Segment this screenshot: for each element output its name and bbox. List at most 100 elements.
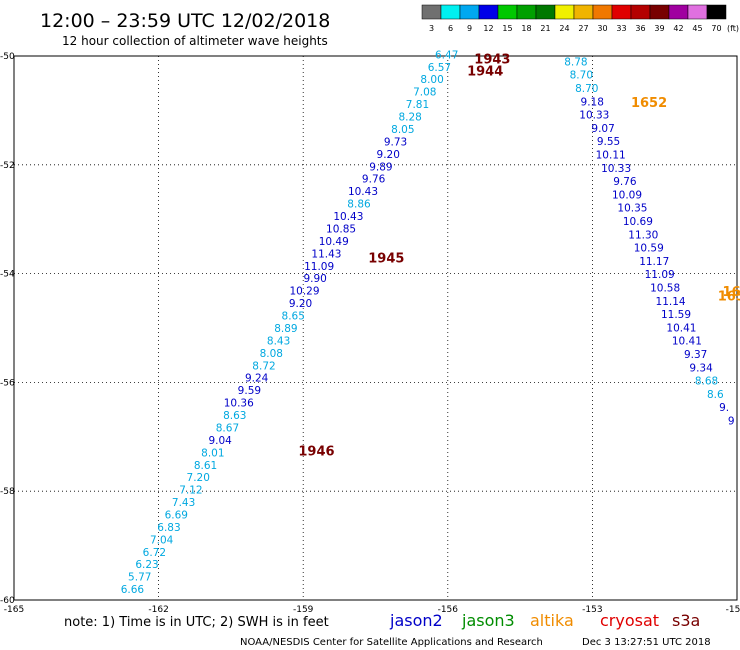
wave-height-label: 9.73 [384,136,407,148]
colorbar-label: 12 [483,24,493,33]
wave-height-label: 8.72 [252,360,275,372]
wave-height-label: 11.30 [628,229,658,241]
wave-height-label: 9 [728,415,735,427]
footer-timestamp: Dec 3 13:27:51 UTC 2018 [582,637,711,648]
wave-height-label: 10.36 [224,398,254,410]
footer-note: note: 1) Time is in UTC; 2) SWH is in fe… [64,615,329,630]
plot-frame [13,55,738,601]
wave-height-label: 6.47 [435,49,458,61]
wave-height-label: 6.69 [165,510,188,522]
footer-credit: NOAA/NESDIS Center for Satellite Applica… [240,637,543,648]
colorbar-swatch [649,4,670,20]
wave-height-label: 10.41 [666,322,696,334]
wave-height-label: 8.43 [267,335,290,347]
colorbar-label: 21 [540,24,550,33]
wave-height-label: 11.14 [656,296,686,308]
wave-height-label: 10.49 [319,236,349,248]
wave-height-label: 10.69 [623,216,653,228]
wave-height-label: 9.07 [591,123,614,135]
y-tick-label: -56 [0,378,15,388]
wave-height-label: 8.65 [282,311,305,323]
wave-height-label: 10.85 [326,223,356,235]
wave-height-label: 8.86 [347,199,371,211]
colorbar-swatch [535,4,556,20]
wave-height-label: 5.77 [128,572,151,584]
wave-height-label: 9.24 [245,373,269,385]
wave-height-label: 6.72 [143,547,166,559]
wave-height-label: 7.04 [150,534,174,546]
wave-height-label: 7.43 [172,497,195,509]
colorbar-swatch [516,4,537,20]
wave-height-label: 10.59 [634,243,664,255]
time-label: 165 [723,285,740,300]
wave-height-label: 8.70 [575,83,598,95]
wave-height-label: 9.55 [597,136,620,148]
colorbar-label: 24 [559,24,569,33]
y-tick-label: -50 [0,52,15,62]
colorbar-swatch [592,4,613,20]
wave-height-label: 8.61 [194,460,217,472]
colorbar-label: 3 [429,24,434,33]
colorbar-swatch [459,4,480,20]
satellite-legend: jason2 jason3 altika cryosat s3a [389,611,700,630]
wave-height-label: 9.20 [377,149,400,161]
wave-height-label: 6.23 [135,559,158,571]
colorbar-label: 18 [521,24,531,33]
colorbar-swatch [630,4,651,20]
time-label: 1945 [368,251,404,266]
wave-height-label: 7.08 [413,87,436,99]
wave-height-label: 8.70 [570,70,593,82]
wave-height-label: 9.18 [581,96,604,108]
wave-height-label: 8.89 [274,323,297,335]
y-tick-label: -60 [0,596,15,606]
wave-height-label: 8.01 [201,447,224,459]
time-label: 1944 [467,65,503,80]
wave-height-label: 10.43 [333,211,363,223]
colorbar-swatch [573,4,594,20]
wave-height-label: 7.20 [187,472,210,484]
wave-height-label: 8.63 [223,410,246,422]
x-tick-label: -15 [726,605,740,615]
colorbar-swatch [611,4,632,20]
colorbar-swatch [478,4,499,20]
satellite-label-altika: altika [530,611,574,630]
satellite-label-jason3: jason3 [461,611,515,630]
chart-subtitle: 12 hour collection of altimeter wave hei… [62,34,328,48]
y-tick-label: -52 [0,161,15,171]
wave-height-label: 6.66 [121,584,145,596]
wave-height-label: 6.83 [157,522,180,534]
wave-height-label: 9.90 [303,273,326,285]
colorbar-label: 45 [692,24,702,33]
x-tick-label: -165 [4,605,24,615]
x-tick-label: -162 [148,605,168,615]
wave-height-label: 10.43 [348,186,378,198]
wave-height-label: 9.59 [238,385,261,397]
axis-ticks: -165 -162 -159 -156 -153 -15 -50 -52 -54 -56 -58 -6… [0,52,740,615]
wave-height-label: 8.00 [420,74,443,86]
wave-height-label: 11.43 [311,248,341,260]
wave-height-label: 7.81 [406,99,429,111]
colorbar-swatch [440,4,461,20]
colorbar-legend: 3 6 9 12 15 18 21 24 27 30 33 36 39 42 45 70 (ft) [421,4,739,33]
wave-height-label: 10.29 [289,286,319,298]
wave-height-label: 10.41 [672,336,702,348]
track-a: 6.476.578.007.087.818.288.059.739.209.89… [121,49,459,596]
wave-height-label: 8.08 [260,348,283,360]
wave-height-label: 11.17 [639,256,669,268]
colorbar-swatch [668,4,689,20]
wave-height-label: 8.05 [391,124,414,136]
wave-height-label: 9.37 [684,349,707,361]
grid-lines [14,56,737,600]
y-tick-label: -54 [0,270,15,280]
colorbar-label: 42 [673,24,683,33]
wave-height-label: 9. [719,402,729,414]
colorbar-label: 70 [711,24,721,33]
colorbar-label: 9 [467,24,472,33]
colorbar-swatch [497,4,518,20]
wave-height-label: 9.34 [689,362,713,374]
colorbar-swatch [554,4,575,20]
satellite-label-jason2: jason2 [389,611,443,630]
wave-height-label: 8.28 [398,112,421,124]
wave-height-label: 6.57 [428,62,451,74]
